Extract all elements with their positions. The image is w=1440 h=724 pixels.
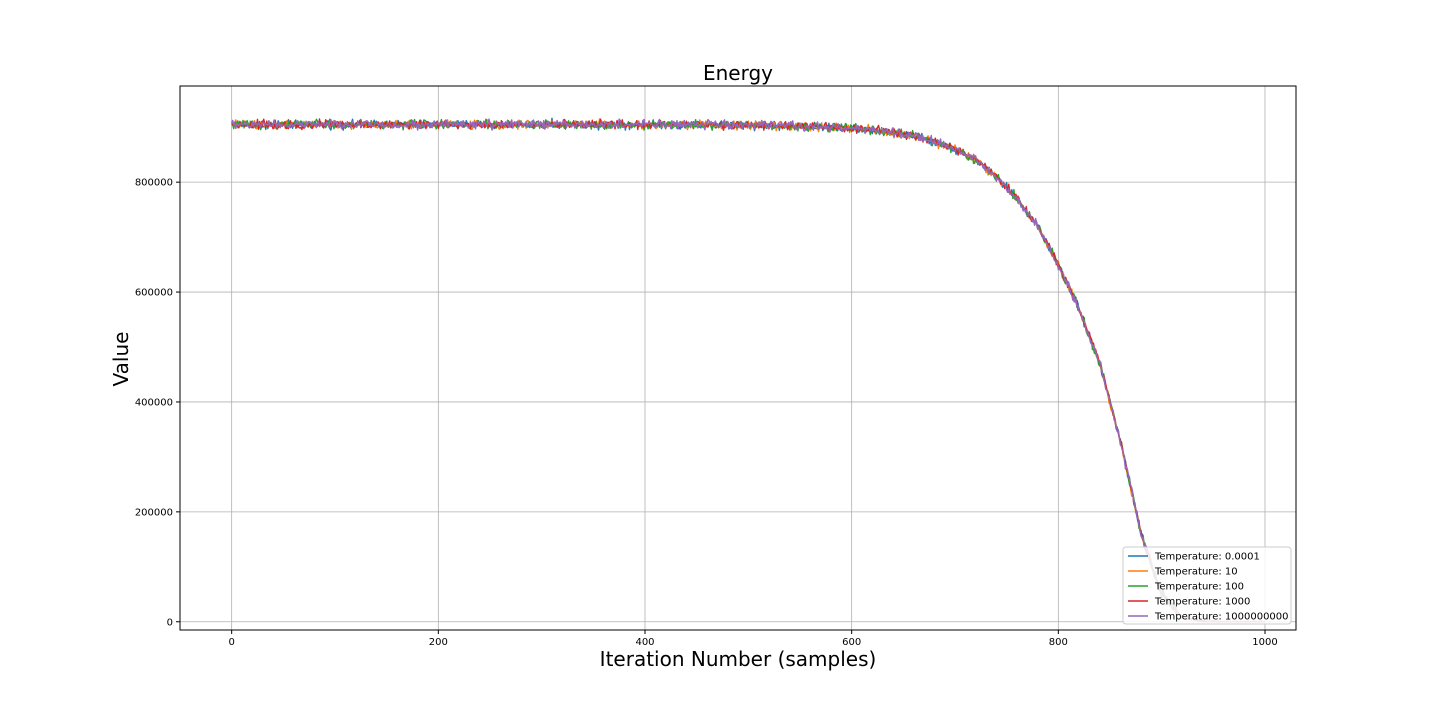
legend: Temperature: 0.0001 Temperature: 10 Temper… (1122, 546, 1292, 625)
chart-title: Energy (703, 61, 773, 85)
axes-frame (179, 85, 1297, 631)
plot-area (231, 117, 1266, 623)
y-tick-label: 600000 (135, 288, 173, 299)
y-axis-label: Value (109, 332, 133, 387)
legend-label: Temperature: 100 (1154, 582, 1244, 593)
legend-label: Temperature: 1000 (1154, 597, 1250, 608)
x-tick-label: 400 (635, 637, 654, 648)
legend-label: Temperature: 0.0001 (1154, 552, 1260, 563)
legend-box (1122, 546, 1292, 625)
y-tick-label: 400000 (135, 397, 173, 408)
x-axis-ticks: 0 200 400 600 800 1000 (228, 630, 1278, 648)
x-axis-label: Iteration Number (samples) (600, 647, 877, 671)
x-tick-label: 1000 (1252, 637, 1277, 648)
y-axis-ticks: 0 200000 400000 600000 800000 (135, 178, 180, 628)
y-tick-label: 800000 (135, 178, 173, 189)
legend-label: Temperature: 1000000000 (1154, 612, 1289, 623)
series-line-4 (231, 118, 1265, 623)
x-tick-label: 200 (429, 637, 448, 648)
x-tick-label: 600 (842, 637, 861, 648)
x-tick-label: 0 (228, 637, 234, 648)
grid (180, 86, 1296, 630)
y-tick-label: 0 (167, 617, 173, 628)
x-tick-label: 800 (1049, 637, 1068, 648)
y-tick-label: 200000 (135, 507, 173, 518)
legend-label: Temperature: 10 (1154, 567, 1238, 578)
